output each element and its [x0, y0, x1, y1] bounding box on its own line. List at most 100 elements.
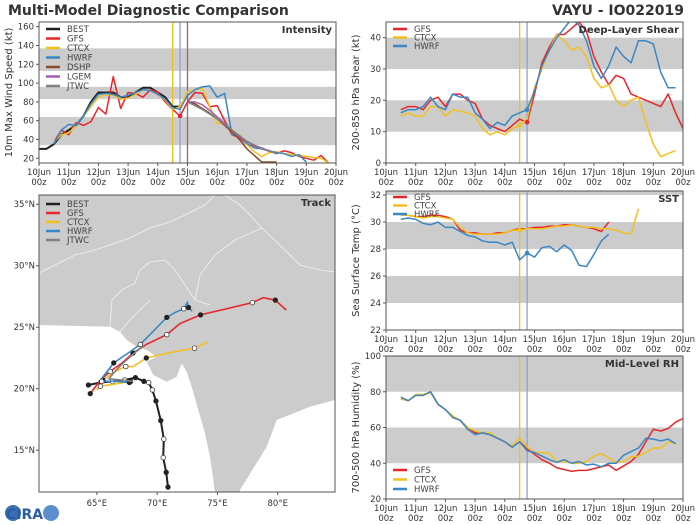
series-line-hwrf — [400, 217, 610, 268]
track-point-hwrf — [137, 341, 143, 348]
track-line-jtwc — [107, 345, 145, 383]
lat-tick-label: 35°N — [14, 200, 35, 210]
lon-tick-label: 65°E — [87, 499, 107, 509]
shear-plot-area — [386, 22, 683, 163]
x-tick-day-label: 15Jun — [522, 504, 546, 514]
x-tick-hour-label: 00z — [557, 514, 573, 524]
y-tick-label: 40 — [23, 136, 34, 146]
lat-tick-label: 25°N — [14, 323, 35, 333]
x-tick-day-label: 17Jun — [235, 168, 259, 178]
x-tick-day-label: 10Jun — [374, 504, 398, 514]
x-tick-day-label: 19Jun — [641, 504, 665, 514]
x-tick-day-label: 19Jun — [294, 168, 318, 178]
x-tick-hour-label: 00z — [299, 178, 315, 188]
legend-label: BEST — [67, 25, 90, 35]
legend-label: JTWC — [66, 82, 89, 92]
x-tick-day-label: 18Jun — [612, 504, 636, 514]
track-point-ctcx — [191, 345, 198, 351]
x-tick-hour-label: 00z — [557, 178, 573, 188]
arabian-sea — [39, 325, 215, 492]
current-point-gfs — [177, 113, 183, 119]
x-tick-day-label: 16Jun — [552, 504, 576, 514]
x-tick-hour-label: 00z — [586, 345, 602, 355]
series-line-dshp — [187, 101, 277, 163]
intensity-plot-area — [39, 22, 336, 163]
logo-globe-icon — [5, 505, 21, 521]
x-tick-day-label: 12Jun — [433, 335, 457, 345]
lon-tick-label: 70°E — [147, 499, 167, 509]
x-tick-hour-label: 00z — [210, 178, 226, 188]
rh-plot-area — [386, 356, 683, 499]
legend-label: CTCX — [414, 476, 437, 486]
x-tick-day-label: 15Jun — [522, 168, 546, 178]
x-tick-hour-label: 00z — [408, 514, 424, 524]
panel-title: Deep-Layer Shear — [579, 25, 680, 36]
y-tick-label: 26 — [370, 272, 381, 282]
y-tick-label: 30 — [370, 218, 381, 228]
x-tick-day-label: 16Jun — [552, 168, 576, 178]
country-border — [39, 195, 216, 274]
legend-label: GFS — [414, 466, 431, 476]
x-tick-hour-label: 00z — [675, 345, 691, 355]
x-tick-hour-label: 00z — [527, 345, 543, 355]
track-point-ctcx — [97, 383, 104, 389]
shaded-band — [386, 222, 683, 250]
legend-label: CTCX — [67, 44, 90, 54]
legend-label: HWRF — [67, 227, 93, 237]
x-tick-day-label: 13Jun — [116, 168, 140, 178]
x-tick-day-label: 19Jun — [641, 168, 665, 178]
y-tick-label: 40 — [370, 34, 381, 44]
legend-label: GFS — [67, 35, 84, 45]
track-point-best — [161, 436, 167, 442]
x-tick-day-label: 14Jun — [493, 335, 517, 345]
plot-frame — [38, 21, 337, 164]
x-tick-day-label: 20Jun — [671, 335, 695, 345]
x-tick-day-label: 17Jun — [582, 504, 606, 514]
lat-tick-label: 20°N — [14, 385, 35, 395]
lat-tick-label: 15°N — [14, 446, 35, 456]
x-tick-day-label: 13Jun — [463, 168, 487, 178]
x-tick-hour-label: 00z — [616, 178, 632, 188]
panel-title: Mid-Level RH — [605, 359, 679, 370]
x-tick-hour-label: 00z — [646, 345, 662, 355]
x-tick-day-label: 11Jun — [404, 335, 428, 345]
country-border — [109, 259, 211, 327]
x-tick-hour-label: 00z — [31, 178, 47, 188]
x-tick-hour-label: 00z — [675, 178, 691, 188]
x-tick-day-label: 12Jun — [86, 168, 110, 178]
x-tick-day-label: 18Jun — [612, 335, 636, 345]
x-tick-day-label: 10Jun — [374, 335, 398, 345]
y-tick-label: 20 — [370, 495, 381, 505]
x-tick-hour-label: 00z — [527, 178, 543, 188]
legend-label: GFS — [414, 25, 431, 35]
x-tick-day-label: 16Jun — [205, 168, 229, 178]
track-point-best — [158, 418, 164, 424]
sst-plot-area — [386, 191, 683, 330]
x-tick-hour-label: 00z — [467, 178, 483, 188]
figure-title: Multi-Model Diagnostic Comparison — [8, 3, 289, 19]
track-point-best — [146, 379, 152, 386]
track-point-ctcx — [143, 355, 149, 361]
track-point-best — [85, 382, 92, 388]
track-point-best — [149, 387, 155, 393]
lon-tick-label: 75°E — [207, 499, 227, 509]
shaded-band — [386, 191, 683, 196]
series-line-hwrf — [400, 391, 676, 468]
y-tick-label: 32 — [370, 191, 381, 201]
x-tick-hour-label: 00z — [378, 178, 394, 188]
legend-label: HWRF — [414, 42, 440, 52]
lon-tick-label: 80°E — [268, 499, 288, 509]
legend-label: LGEM — [67, 73, 91, 83]
y-tick-label: 28 — [370, 245, 381, 255]
x-tick-day-label: 19Jun — [641, 335, 665, 345]
x-tick-day-label: 15Jun — [175, 168, 199, 178]
x-tick-day-label: 13Jun — [463, 504, 487, 514]
x-tick-hour-label: 00z — [180, 178, 196, 188]
y-axis-label: 200-850 hPa Shear (kt) — [351, 34, 362, 150]
x-tick-day-label: 13Jun — [463, 335, 487, 345]
country-border — [119, 299, 151, 332]
y-tick-label: 0 — [376, 159, 381, 169]
